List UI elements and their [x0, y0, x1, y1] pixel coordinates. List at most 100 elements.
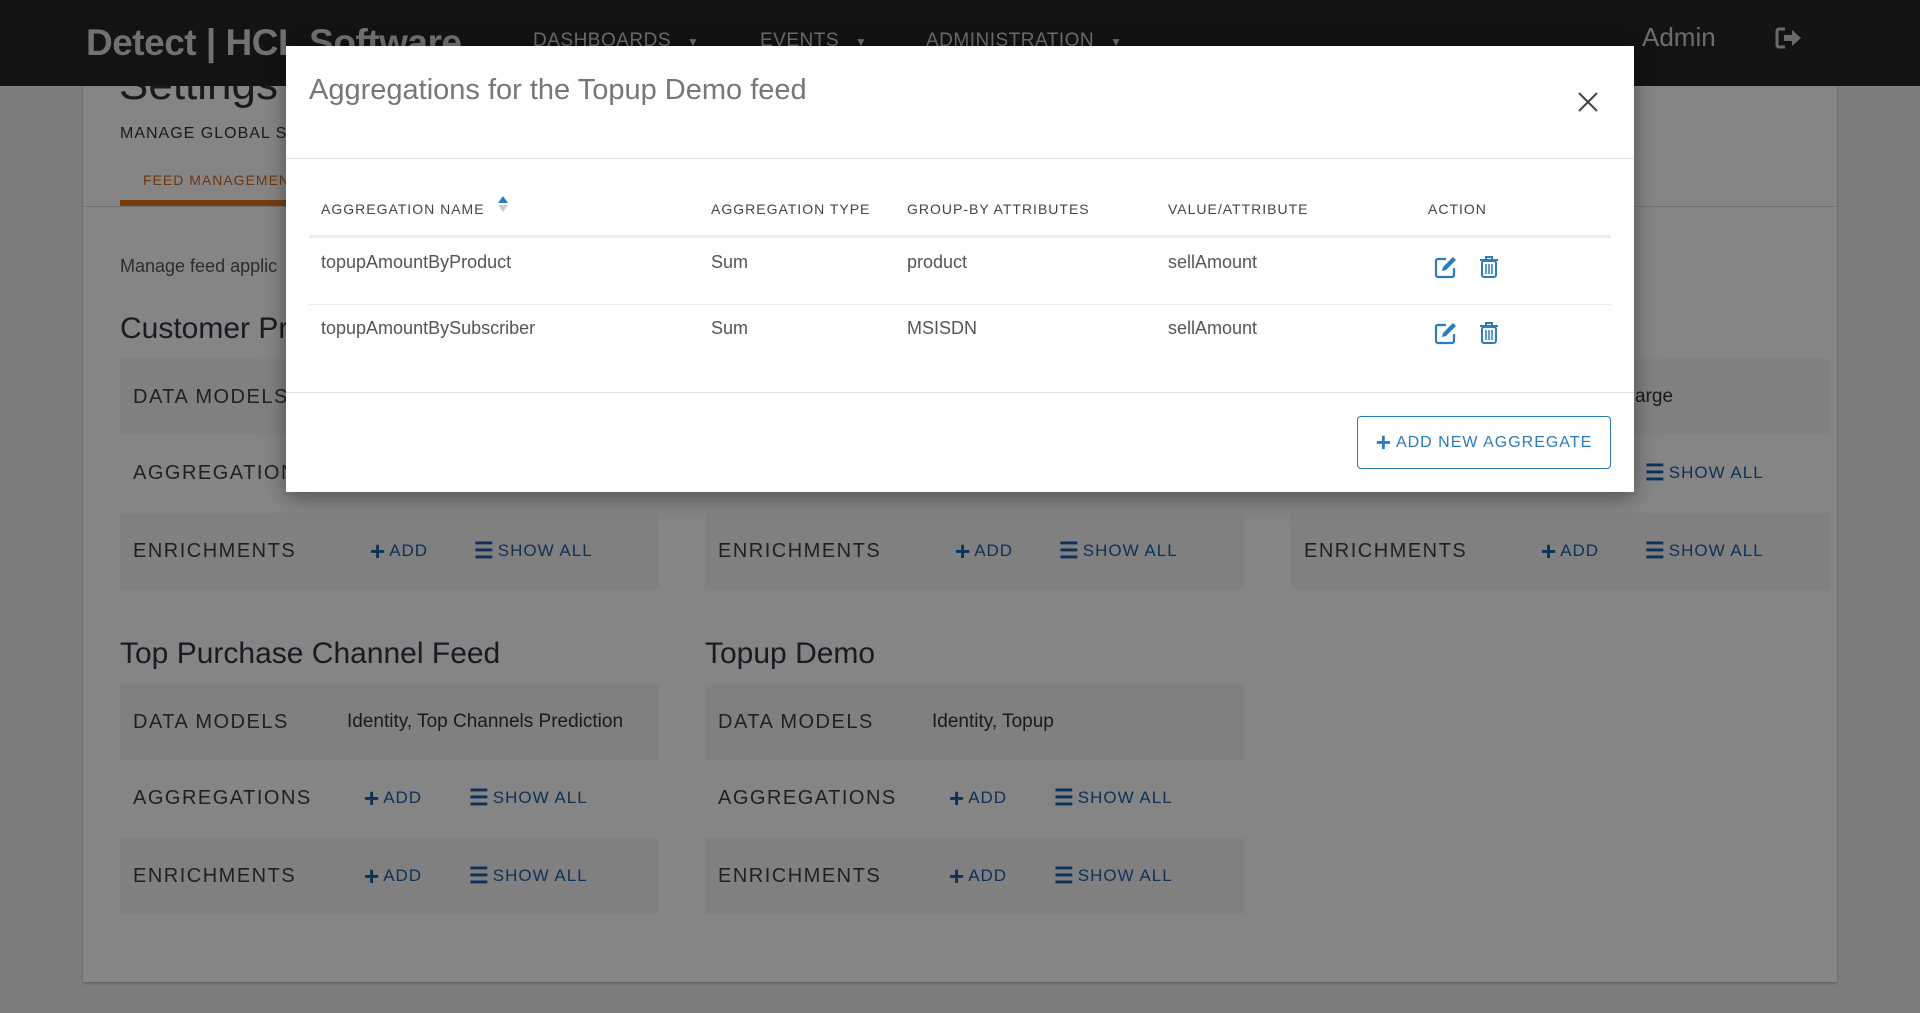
trash-icon[interactable]: [1477, 255, 1501, 279]
link-label: ADD: [1560, 541, 1600, 560]
nav-dashboards[interactable]: DASHBOARDS ▼: [533, 30, 699, 52]
feed-name: Customer Pr: [120, 312, 289, 345]
nav-label: ADMINISTRATION: [926, 30, 1095, 51]
add-enrichments-link[interactable]: + ADD: [955, 536, 1013, 567]
data-models-value: Identity, Topup: [932, 711, 1054, 732]
link-label: ADD: [968, 866, 1008, 885]
list-icon: ☰: [1059, 538, 1080, 563]
link-label: SHOW ALL: [492, 866, 588, 885]
enrichments-row: ENRICHMENTS + ADD ☰ SHOW ALL: [705, 513, 1244, 589]
cell-name: topupAmountBySubscriber: [321, 318, 536, 338]
row-label: ENRICHMENTS: [133, 539, 297, 562]
row-label: ENRICHMENTS: [718, 539, 882, 562]
show-all-aggregations-link[interactable]: ☰SHOW ALL: [1054, 785, 1173, 811]
sign-out-icon[interactable]: [1774, 26, 1802, 50]
column-header-action: ACTION: [1428, 201, 1487, 217]
data-models-value: Identity, Top Channels Prediction: [347, 711, 624, 732]
aggregations-row: AGGREGATIONS +ADD ☰SHOW ALL: [705, 760, 1244, 836]
link-label: ADD: [383, 866, 423, 885]
cell-value: sellAmount: [1168, 252, 1258, 272]
add-aggregations-link[interactable]: +ADD: [949, 783, 1007, 814]
nav-administration[interactable]: ADMINISTRATION ▼: [926, 30, 1123, 52]
plus-icon: +: [955, 535, 972, 566]
enrichments-row: ENRICHMENTS + ADD ☰ SHOW ALL: [120, 513, 659, 589]
tab-feed-management[interactable]: FEED MANAGEMENT: [143, 172, 300, 188]
row-label: AGGREGATIONS: [133, 786, 312, 809]
link-label: SHOW ALL: [1077, 866, 1173, 885]
divider: [286, 158, 1634, 159]
list-icon: ☰: [1645, 538, 1666, 563]
add-enrichments-link[interactable]: + ADD: [370, 536, 428, 567]
plus-icon: +: [364, 860, 381, 891]
add-enrichments-link[interactable]: + ADD: [949, 861, 1007, 892]
plus-icon: +: [364, 782, 381, 813]
header-divider: [309, 235, 1611, 238]
active-tab-indicator: [120, 200, 305, 206]
column-header-group-by[interactable]: GROUP-BY ATTRIBUTES: [907, 201, 1090, 217]
nav-label: EVENTS: [760, 30, 840, 51]
button-label: ADD NEW AGGREGATE: [1395, 433, 1593, 451]
show-all-enrichments-link[interactable]: ☰ SHOW ALL: [474, 538, 593, 564]
column-header-value-attribute[interactable]: VALUE/ATTRIBUTE: [1168, 201, 1309, 217]
show-all-enrichments-link[interactable]: ☰ SHOW ALL: [1054, 863, 1173, 889]
link-label: SHOW ALL: [492, 788, 588, 807]
show-all-aggregations-link[interactable]: ☰SHOW ALL: [1645, 460, 1764, 486]
row-label: DATA MODELS: [133, 385, 289, 408]
data-models-value: arge: [1635, 386, 1674, 407]
link-label: SHOW ALL: [497, 541, 593, 560]
link-label: SHOW ALL: [1077, 788, 1173, 807]
plus-icon: +: [1375, 427, 1392, 457]
row-label: ENRICHMENTS: [718, 864, 882, 887]
column-header-aggregation-name[interactable]: AGGREGATION NAME: [321, 196, 508, 217]
enrichments-row: ENRICHMENTS + ADD ☰ SHOW ALL: [705, 838, 1244, 914]
list-icon: ☰: [469, 863, 490, 888]
add-enrichments-link[interactable]: + ADD: [364, 861, 422, 892]
trash-icon[interactable]: [1477, 321, 1501, 345]
add-aggregations-link[interactable]: +ADD: [364, 783, 422, 814]
show-all-enrichments-link[interactable]: ☰ SHOW ALL: [1059, 538, 1178, 564]
divider: [286, 392, 1634, 393]
page-description: Manage feed applic: [120, 256, 278, 276]
show-all-aggregations-link[interactable]: ☰SHOW ALL: [469, 785, 588, 811]
row-divider: [309, 304, 1611, 305]
row-label: ENRICHMENTS: [1304, 539, 1468, 562]
row-label: DATA MODELS: [718, 710, 874, 733]
show-all-enrichments-link[interactable]: ☰ SHOW ALL: [1645, 538, 1764, 564]
caret-down-icon: ▼: [855, 35, 868, 49]
cell-type: Sum: [711, 252, 749, 272]
plus-icon: +: [370, 535, 387, 566]
enrichments-row: ENRICHMENTS + ADD ☰ SHOW ALL: [120, 838, 659, 914]
row-label: AGGREGATIONS: [718, 786, 897, 809]
header-label: AGGREGATION NAME: [321, 201, 485, 217]
cell-name: topupAmountByProduct: [321, 252, 512, 272]
link-label: SHOW ALL: [1668, 541, 1764, 560]
edit-icon[interactable]: [1434, 321, 1458, 345]
link-label: ADD: [974, 541, 1014, 560]
cell-value: sellAmount: [1168, 318, 1258, 338]
row-label: AGGREGATIONS: [133, 461, 312, 484]
feed-name: Top Purchase Channel Feed: [120, 637, 501, 670]
add-new-aggregate-button[interactable]: + ADD NEW AGGREGATE: [1357, 416, 1611, 469]
list-icon: ☰: [1645, 460, 1666, 485]
user-menu[interactable]: Admin: [1642, 22, 1716, 52]
row-label: ENRICHMENTS: [133, 864, 297, 887]
list-icon: ☰: [474, 538, 495, 563]
list-icon: ☰: [469, 785, 490, 810]
data-models-row: DATA MODELS Identity, Topup: [705, 684, 1244, 760]
add-enrichments-link[interactable]: + ADD: [1541, 536, 1599, 567]
column-header-aggregation-type[interactable]: AGGREGATION TYPE: [711, 201, 871, 217]
sort-ascending-icon[interactable]: [497, 195, 509, 213]
nav-events[interactable]: EVENTS ▼: [760, 30, 867, 52]
plus-icon: +: [949, 782, 966, 813]
row-label: DATA MODELS: [133, 710, 289, 733]
close-icon[interactable]: [1576, 90, 1600, 114]
aggregations-row: AGGREGATIONS +ADD ☰SHOW ALL: [120, 760, 659, 836]
list-icon: ☰: [1054, 863, 1075, 888]
data-models-row: DATA MODELS Identity, Top Channels Predic…: [120, 684, 659, 760]
edit-icon[interactable]: [1434, 255, 1458, 279]
link-label: ADD: [968, 788, 1008, 807]
enrichments-row: ENRICHMENTS + ADD ☰ SHOW ALL: [1291, 513, 1830, 589]
plus-icon: +: [1541, 535, 1558, 566]
show-all-enrichments-link[interactable]: ☰ SHOW ALL: [469, 863, 588, 889]
link-label: ADD: [383, 788, 423, 807]
